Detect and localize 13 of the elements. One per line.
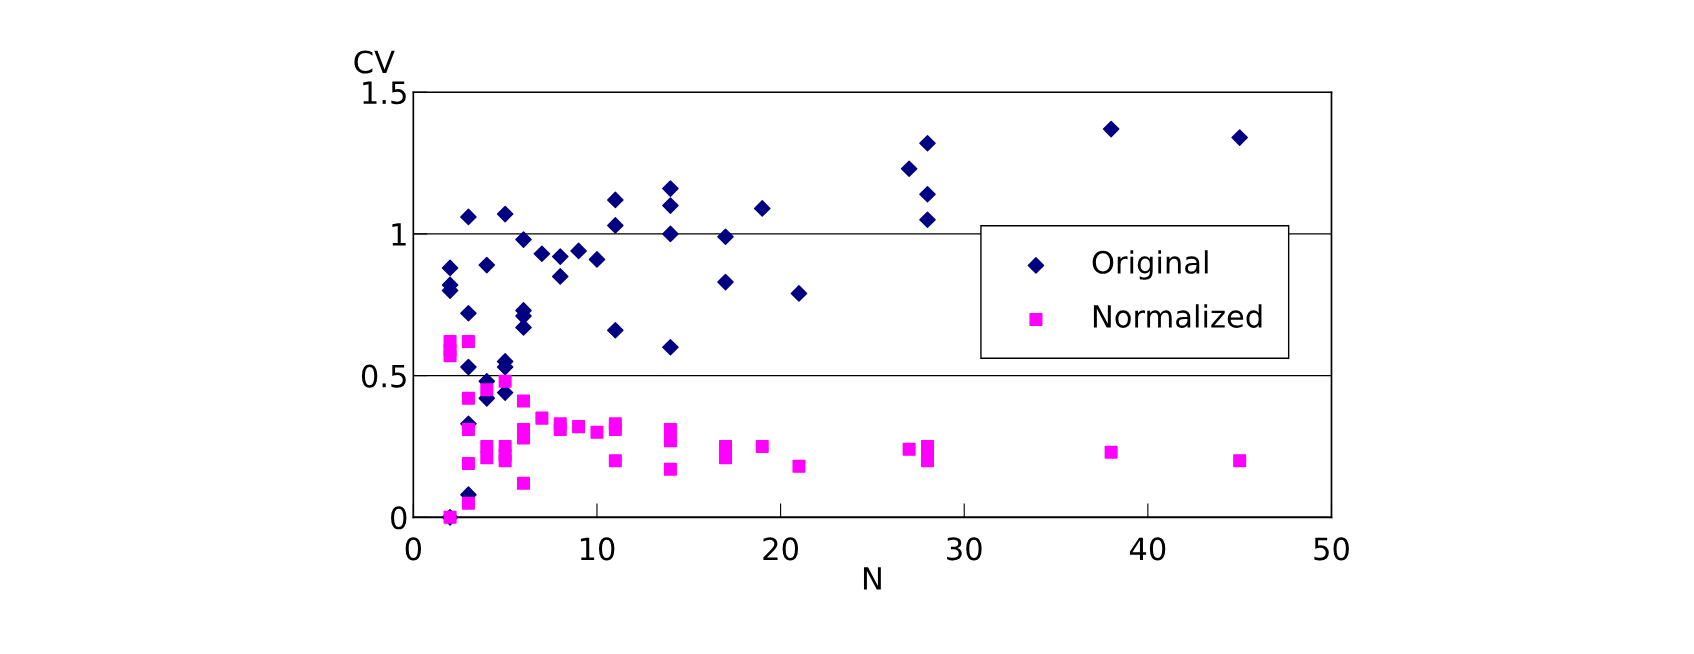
x-tick-label: 40 [1129,537,1166,561]
x-tick-label: 10 [580,537,615,561]
x-tick-label: 30 [947,537,982,561]
x-tick-label: 50 [1314,537,1349,561]
x-axis-title: N [863,567,881,590]
legend-label: Normalized [1093,304,1262,328]
y-tick-label: 0.5 [361,364,406,388]
x-tick-label: 20 [763,537,799,561]
y-tick-label: 0 [391,506,407,530]
y-tick-label: 1 [392,223,406,246]
y-tick-label: 1.5 [363,81,406,105]
y-axis-title: CV [354,50,395,74]
legend-label: Original [1092,250,1208,280]
